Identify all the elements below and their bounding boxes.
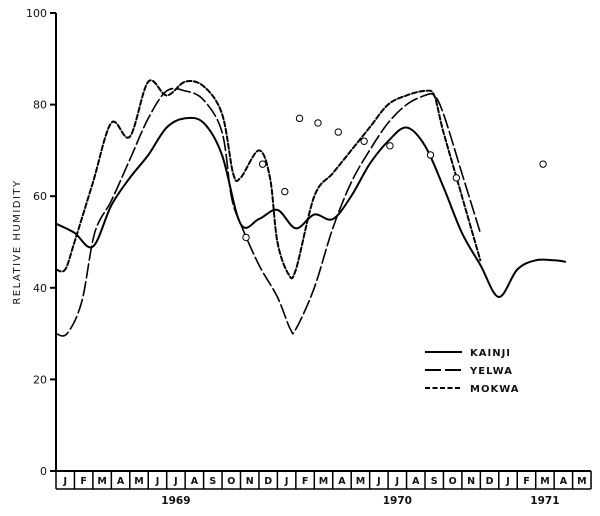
month-label: M [319, 476, 328, 487]
month-label: A [560, 476, 568, 487]
month-label: F [523, 476, 530, 487]
year-label: 1969 [161, 495, 190, 507]
month-label: M [577, 476, 586, 487]
y-tick-label: 60 [33, 190, 47, 203]
series-line-yelwa [55, 87, 482, 337]
year-label: 1970 [383, 495, 412, 507]
month-label: A [338, 476, 346, 487]
month-label: A [191, 476, 199, 487]
series-line-mokwa [55, 79, 482, 280]
month-label: F [302, 476, 309, 487]
month-label: A [117, 476, 125, 487]
legend-label-yelwa: YELWA [469, 366, 513, 377]
legend-label-kainji: KAINJI [470, 348, 511, 359]
month-label: J [173, 476, 178, 487]
scatter-point [452, 174, 461, 182]
month-label: S [431, 476, 438, 487]
scatter-point [314, 119, 322, 127]
y-axis-title: RELATIVE HUMIDITY [12, 179, 23, 304]
scatter-point [295, 114, 304, 123]
scatter-point [386, 142, 394, 150]
month-label: M [540, 476, 549, 487]
month-label: O [449, 476, 457, 487]
scatter-layer [242, 114, 547, 242]
month-label: D [264, 476, 272, 487]
year-label: 1971 [530, 495, 559, 507]
series-layer [55, 79, 567, 337]
series-line-kainji [55, 116, 567, 298]
y-tick-label: 80 [33, 99, 47, 112]
scatter-point [281, 187, 289, 196]
legend: KAINJI YELWA MOKWA [425, 348, 520, 395]
y-tick-label: 0 [40, 465, 47, 478]
scatter-point [258, 160, 267, 168]
scatter-point [242, 233, 250, 242]
month-label: J [395, 476, 400, 487]
month-label: M [356, 476, 365, 487]
month-label: J [62, 476, 67, 487]
y-tick-label: 100 [26, 7, 47, 20]
month-label: J [155, 476, 160, 487]
y-tick-label: 40 [33, 282, 47, 295]
month-label: M [134, 476, 143, 487]
y-tick-label: 20 [33, 373, 47, 386]
month-label: J [376, 476, 381, 487]
legend-label-mokwa: MOKWA [470, 384, 520, 395]
month-label: F [80, 476, 87, 487]
month-label: A [412, 476, 420, 487]
month-label: S [209, 476, 216, 487]
month-label: N [246, 476, 254, 487]
month-label: N [467, 476, 475, 487]
month-label: O [227, 476, 235, 487]
month-label: J [284, 476, 289, 487]
month-label: M [97, 476, 106, 487]
month-label: J [505, 476, 510, 487]
scatter-point [426, 151, 435, 159]
month-label: D [486, 476, 494, 487]
scatter-point [360, 137, 368, 145]
scatter-point [334, 128, 342, 136]
y-axis: 0 20 40 60 80 100 [26, 7, 57, 478]
scatter-point [539, 160, 547, 168]
